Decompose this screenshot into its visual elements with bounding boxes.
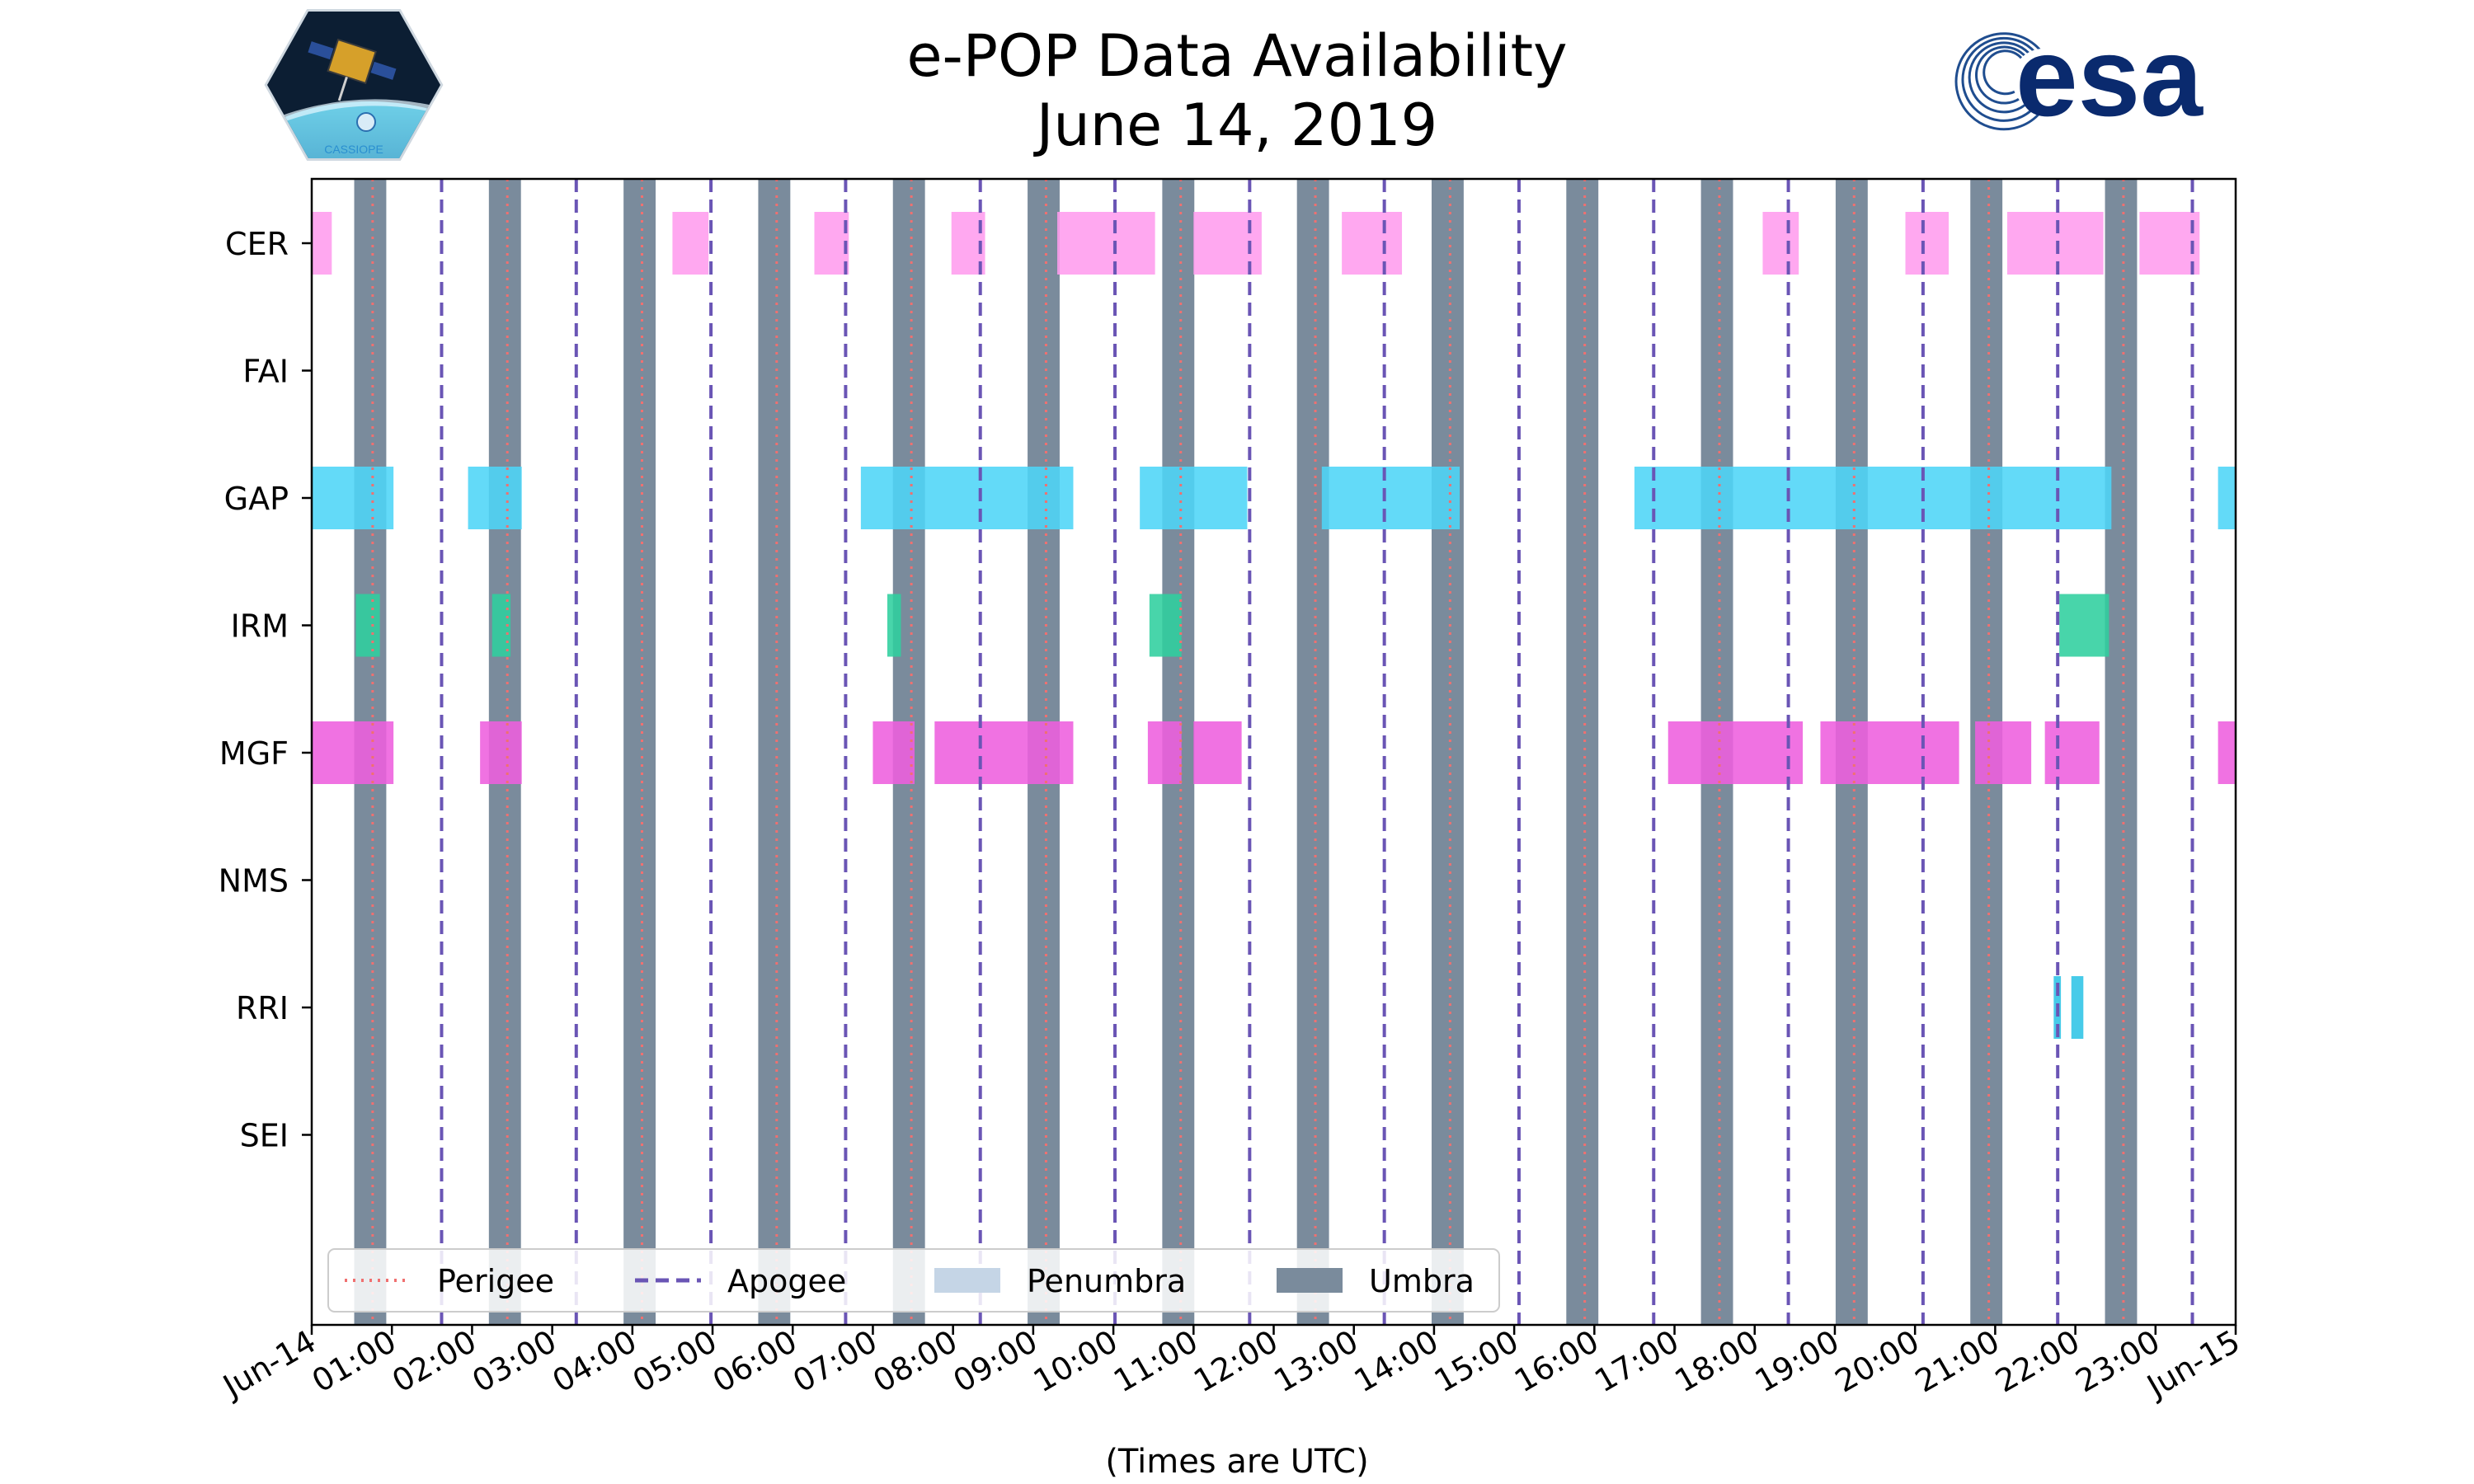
- data-bar-cer: [814, 212, 849, 275]
- data-bar-cer: [312, 212, 332, 275]
- x-tick-label: 15:00: [1428, 1323, 1525, 1400]
- data-bar-rri: [2072, 976, 2084, 1039]
- data-bar-gap: [1140, 467, 1247, 529]
- data-bar-gap: [1634, 467, 2111, 529]
- x-tick-label: 01:00: [306, 1323, 402, 1400]
- data-bar-gap: [1322, 467, 1460, 529]
- data-bar-cer: [1057, 212, 1155, 275]
- x-tick-label: 06:00: [707, 1323, 803, 1400]
- data-bar-cer: [1906, 212, 1949, 275]
- data-bar-cer: [2007, 212, 2104, 275]
- x-tick-label: 20:00: [1829, 1323, 1926, 1400]
- legend-label: Penumbra: [1027, 1263, 1186, 1299]
- x-tick-label: Jun-15: [2140, 1323, 2246, 1406]
- data-bar-cer: [672, 212, 708, 275]
- x-tick-label: 12:00: [1188, 1323, 1284, 1400]
- y-tick-label: GAP: [224, 481, 289, 517]
- x-tick-label: 02:00: [386, 1323, 482, 1400]
- x-tick-label: Jun-14: [216, 1323, 322, 1406]
- data-bar-mgf: [934, 721, 1073, 784]
- data-bar-mgf: [480, 721, 522, 784]
- data-bar-irm: [355, 594, 379, 657]
- legend-label: Apogee: [727, 1263, 846, 1299]
- data-bar-gap: [468, 467, 522, 529]
- umbra-band: [1297, 179, 1329, 1325]
- x-tick-label: 04:00: [546, 1323, 642, 1400]
- data-bar-mgf: [1820, 721, 1959, 784]
- data-bar-mgf: [2218, 721, 2236, 784]
- legend[interactable]: Perigee Apogee Penumbra Umbra: [328, 1249, 1499, 1312]
- x-tick-label: 03:00: [466, 1323, 562, 1400]
- x-tick-label: 11:00: [1108, 1323, 1204, 1400]
- y-tick-label: SEI: [240, 1118, 289, 1154]
- data-bar-mgf: [872, 721, 915, 784]
- x-tick-label: 05:00: [627, 1323, 723, 1400]
- x-tick-label: 07:00: [787, 1323, 883, 1400]
- data-bar-cer: [1342, 212, 1402, 275]
- x-tick-label: 22:00: [1989, 1323, 2086, 1400]
- x-tick-label: 18:00: [1668, 1323, 1765, 1400]
- data-bars: [312, 212, 2236, 1039]
- umbra-band: [1432, 179, 1464, 1325]
- data-bar-cer: [1762, 212, 1799, 275]
- y-tick-label: RRI: [236, 990, 289, 1026]
- x-tick-label: 17:00: [1588, 1323, 1685, 1400]
- data-bar-gap: [2218, 467, 2236, 529]
- y-tick-label: NMS: [219, 863, 289, 899]
- umbra-band: [758, 179, 790, 1325]
- y-tick-label: IRM: [231, 608, 289, 645]
- data-bar-mgf: [1148, 721, 1182, 784]
- data-bar-irm: [1150, 594, 1182, 657]
- data-bar-gap: [861, 467, 1074, 529]
- data-bar-cer: [2139, 212, 2199, 275]
- data-bar-mgf: [2045, 721, 2100, 784]
- data-bar-irm: [2059, 594, 2109, 657]
- x-tick-label: 16:00: [1508, 1323, 1605, 1400]
- data-bar-mgf: [1668, 721, 1803, 784]
- x-tick-label: 13:00: [1268, 1323, 1364, 1400]
- legend-penumbra-marker: [934, 1268, 1000, 1293]
- y-tick-label: CER: [225, 226, 289, 262]
- data-bar-mgf: [1975, 721, 2031, 784]
- umbra-band: [2105, 179, 2138, 1325]
- data-bar-irm: [887, 594, 901, 657]
- legend-umbra-marker: [1277, 1268, 1343, 1293]
- x-tick-label: 21:00: [1909, 1323, 2006, 1400]
- y-tick-label: MGF: [219, 735, 289, 772]
- data-bar-mgf: [312, 721, 393, 784]
- x-tick-label: 09:00: [948, 1323, 1044, 1400]
- x-axis-label: (Times are UTC): [0, 1443, 2474, 1481]
- data-bar-mgf: [1193, 721, 1241, 784]
- legend-label: Perigee: [437, 1263, 554, 1299]
- legend-label: Umbra: [1369, 1263, 1475, 1299]
- x-tick-label: 08:00: [867, 1323, 963, 1400]
- x-tick-label: 14:00: [1348, 1323, 1445, 1400]
- umbra-band: [1566, 179, 1598, 1325]
- data-bar-cer: [1193, 212, 1262, 275]
- data-bar-gap: [312, 467, 393, 529]
- x-tick-label: 10:00: [1028, 1323, 1124, 1400]
- y-tick-label: FAI: [242, 354, 289, 390]
- x-tick-label: 19:00: [1749, 1323, 1846, 1400]
- umbra-band: [623, 179, 656, 1325]
